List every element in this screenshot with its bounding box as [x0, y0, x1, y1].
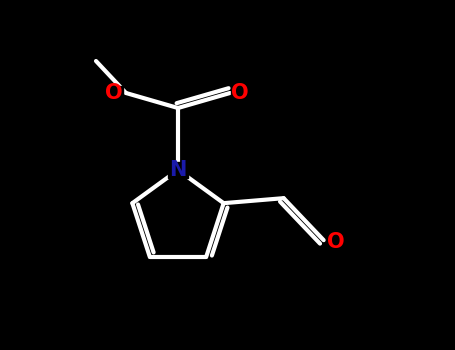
Text: O: O — [105, 83, 123, 103]
Bar — [105, 86, 123, 100]
Bar — [168, 162, 188, 178]
Bar — [327, 235, 344, 249]
Bar — [231, 86, 249, 100]
Text: N: N — [169, 160, 187, 180]
Text: O: O — [231, 83, 249, 103]
Text: O: O — [327, 232, 344, 252]
